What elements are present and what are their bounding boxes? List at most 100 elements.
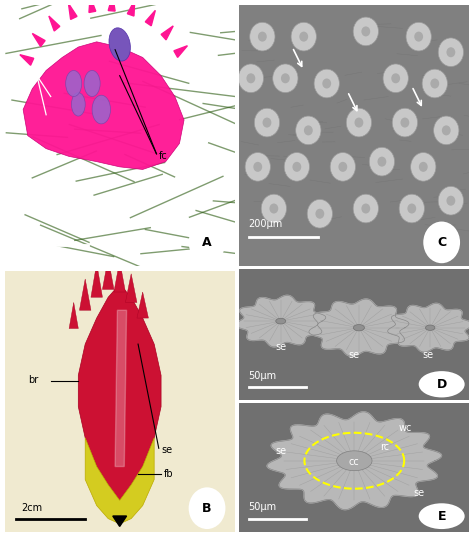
Circle shape (438, 186, 464, 215)
Circle shape (392, 108, 418, 137)
Circle shape (414, 32, 423, 42)
Polygon shape (388, 303, 473, 352)
Polygon shape (32, 33, 45, 47)
Polygon shape (20, 55, 34, 66)
Circle shape (401, 118, 410, 128)
Polygon shape (102, 258, 114, 289)
Circle shape (361, 204, 370, 214)
Text: 50μm: 50μm (248, 502, 277, 512)
Circle shape (314, 69, 339, 98)
Circle shape (383, 64, 408, 92)
Circle shape (189, 222, 226, 263)
Circle shape (369, 147, 394, 176)
Ellipse shape (66, 70, 82, 97)
Circle shape (419, 503, 465, 529)
Text: se: se (422, 350, 433, 360)
Text: br: br (27, 375, 38, 385)
Ellipse shape (109, 28, 130, 61)
Polygon shape (267, 412, 441, 510)
Text: fc: fc (159, 151, 167, 161)
Circle shape (338, 162, 347, 172)
Text: se: se (349, 350, 360, 360)
Text: 200μm: 200μm (248, 219, 283, 229)
Polygon shape (128, 0, 135, 16)
Circle shape (407, 204, 416, 214)
Circle shape (258, 32, 267, 42)
Polygon shape (239, 403, 469, 532)
Polygon shape (49, 16, 60, 31)
Circle shape (337, 451, 372, 470)
Text: 2cm: 2cm (21, 503, 42, 513)
Circle shape (296, 116, 321, 144)
Ellipse shape (72, 92, 85, 116)
Text: rc: rc (380, 442, 389, 453)
Ellipse shape (92, 95, 110, 124)
Polygon shape (309, 299, 409, 357)
Text: 2cm: 2cm (23, 227, 44, 237)
Circle shape (284, 153, 310, 181)
Polygon shape (126, 274, 137, 302)
Text: C: C (437, 236, 446, 249)
Text: se: se (275, 446, 286, 456)
Circle shape (281, 73, 290, 83)
Circle shape (353, 17, 378, 46)
Polygon shape (236, 295, 326, 347)
Text: fb: fb (164, 469, 173, 479)
Polygon shape (239, 5, 469, 266)
Text: B: B (202, 502, 212, 514)
Polygon shape (174, 46, 187, 57)
Circle shape (423, 222, 460, 263)
Circle shape (291, 23, 316, 51)
Circle shape (410, 153, 436, 181)
Text: D: D (437, 378, 447, 391)
Circle shape (245, 153, 270, 181)
Circle shape (238, 64, 264, 92)
Circle shape (346, 108, 372, 137)
Polygon shape (115, 310, 127, 467)
Polygon shape (80, 279, 91, 310)
Circle shape (406, 23, 431, 51)
Polygon shape (161, 26, 173, 40)
Circle shape (391, 73, 400, 83)
Circle shape (447, 195, 456, 206)
Circle shape (292, 162, 301, 172)
Circle shape (419, 371, 465, 397)
Text: se: se (161, 446, 172, 455)
Circle shape (269, 204, 278, 214)
Circle shape (253, 162, 262, 172)
Circle shape (447, 47, 456, 57)
Circle shape (255, 108, 280, 137)
Polygon shape (113, 516, 127, 526)
Circle shape (426, 325, 435, 330)
Circle shape (422, 69, 447, 98)
Circle shape (315, 209, 324, 219)
Polygon shape (114, 261, 126, 292)
Circle shape (399, 194, 424, 223)
Text: wc: wc (398, 423, 411, 433)
Circle shape (304, 125, 313, 135)
Polygon shape (108, 0, 115, 11)
Circle shape (354, 324, 365, 331)
Text: A: A (202, 236, 212, 249)
Polygon shape (23, 42, 184, 170)
Circle shape (361, 26, 370, 37)
Text: 50μm: 50μm (248, 371, 277, 381)
Ellipse shape (84, 70, 100, 97)
Polygon shape (91, 263, 102, 297)
Circle shape (353, 194, 378, 223)
Polygon shape (89, 0, 96, 12)
Circle shape (261, 194, 286, 223)
Polygon shape (239, 268, 469, 400)
Circle shape (355, 118, 364, 128)
Circle shape (273, 64, 298, 92)
Circle shape (430, 78, 439, 89)
Circle shape (419, 162, 428, 172)
Text: cc: cc (349, 456, 360, 467)
Text: br: br (18, 65, 29, 75)
Circle shape (377, 157, 386, 166)
Circle shape (434, 116, 459, 144)
Polygon shape (5, 271, 235, 532)
Circle shape (330, 153, 356, 181)
Polygon shape (137, 292, 148, 318)
Polygon shape (85, 438, 154, 524)
